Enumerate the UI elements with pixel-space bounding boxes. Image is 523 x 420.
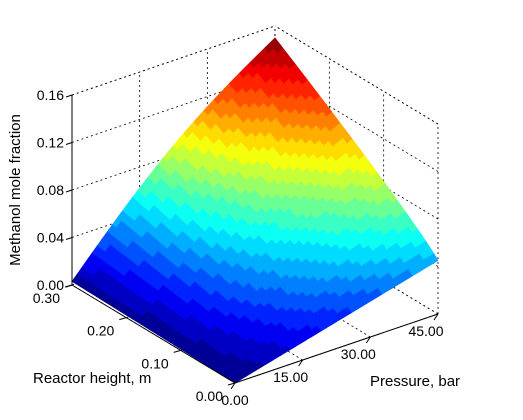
y-tick-label: 0.20	[87, 323, 114, 339]
y-tick-mark	[119, 317, 127, 321]
x-tick-label: 15.00	[273, 369, 308, 385]
z-tick-mark	[65, 142, 73, 145]
x-tick-mark	[365, 336, 371, 344]
z-tick-mark	[65, 94, 73, 98]
z-tick-mark	[65, 189, 73, 193]
x-axis-line	[234, 313, 439, 384]
x-tick-label: 45.00	[408, 323, 443, 339]
wall-top-edge	[274, 25, 439, 125]
x-tick-mark	[298, 359, 304, 367]
tick-labels: 0.0015.0030.0045.000.000.100.200.300.000…	[33, 87, 444, 408]
y-tick-mark	[227, 382, 236, 386]
y-tick-label: 0.30	[33, 290, 60, 306]
z-axis-title: Methanol mole fraction	[7, 114, 24, 266]
z-tick-label: 0.00	[37, 277, 64, 293]
x-tick-mark	[230, 382, 236, 390]
y-axis-title: Reactor height, m	[33, 370, 151, 387]
z-tick-label: 0.08	[37, 182, 64, 198]
z-tick-label: 0.04	[37, 230, 64, 246]
y-axis-line	[71, 284, 236, 384]
back-wall-grid-line	[71, 73, 276, 143]
z-tick-mark	[65, 237, 73, 240]
back-wall-grid-line	[71, 168, 276, 238]
y-tick-mark	[173, 349, 181, 353]
surface-patch	[428, 253, 439, 265]
x-tick-label: 0.00	[221, 392, 248, 408]
z-tick-mark	[65, 284, 73, 288]
x-tick-label: 30.00	[341, 346, 376, 362]
back-wall-grid-line	[71, 120, 276, 191]
z-tick-label: 0.16	[37, 87, 64, 103]
z-tick-label: 0.12	[37, 135, 64, 151]
side-wall-grid-line	[274, 73, 439, 172]
x-axis-title: Pressure, bar	[370, 373, 460, 390]
y-tick-label: 0.10	[141, 355, 168, 371]
y-tick-label: 0.00	[196, 388, 223, 404]
wall-top-edge	[71, 25, 276, 96]
x-tick-mark	[433, 313, 439, 321]
surface-plot	[71, 37, 439, 384]
